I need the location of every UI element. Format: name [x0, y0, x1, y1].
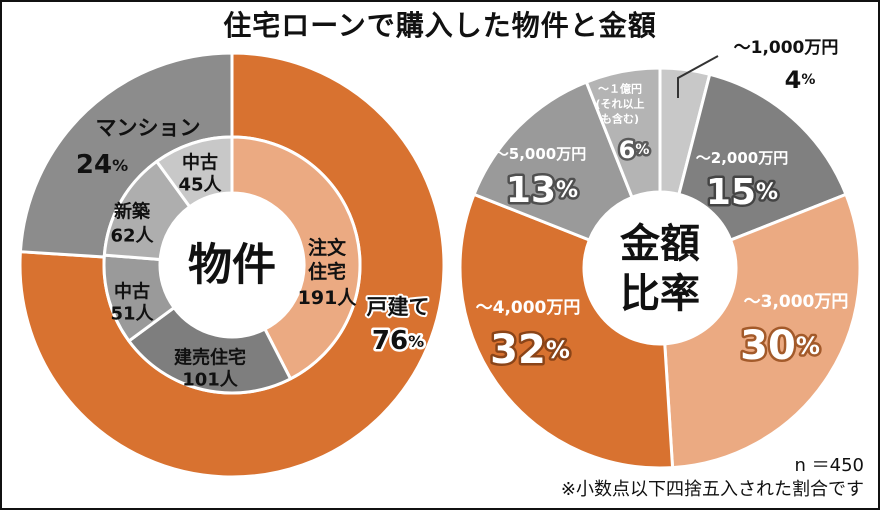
- amount-label-5: ～１億円: [598, 82, 642, 96]
- right-center-label-b: 比率: [620, 271, 700, 317]
- inner-count-3: 62人: [110, 226, 154, 247]
- amount-label-3: ～4,000万円: [476, 298, 581, 318]
- amount-value-1: 15%: [706, 172, 778, 213]
- right-donut-hole: [584, 192, 736, 344]
- inner-label-0-a: 注文: [308, 236, 347, 259]
- amount-value-2: 30%: [740, 323, 820, 369]
- rounding-note: ※小数点以下四捨五入された割合です: [560, 479, 864, 500]
- amount-label-1: ～2,000万円: [696, 149, 788, 167]
- outer-label-0: 戸建て: [367, 295, 430, 319]
- amount-sublabel-5b: も含む): [601, 112, 639, 126]
- outer-value-1: 24%: [76, 150, 128, 180]
- inner-count-4: 45人: [178, 175, 222, 196]
- inner-count-2: 51人: [110, 304, 154, 325]
- outer-label-1: マンション: [96, 116, 201, 140]
- inner-label-2: 中古: [114, 281, 150, 303]
- amount-value-0: 4%: [785, 66, 816, 94]
- footnote: n ＝450 ※小数点以下四捨五入された割合です: [561, 454, 864, 502]
- left-donut-hole: [160, 193, 304, 337]
- left-center-label: 物件: [188, 240, 276, 291]
- amount-value-5: 6%: [619, 136, 650, 164]
- sample-size: n ＝450: [794, 455, 865, 476]
- right-center-label-a: 金額: [619, 221, 700, 267]
- amount-label-2: ～3,000万円: [744, 292, 849, 312]
- amount-label-4: ～5,000万円: [494, 145, 586, 163]
- amount-sublabel-5a: (それ以上: [595, 97, 644, 111]
- chart-title: 住宅ローンで購入した物件と金額: [223, 9, 657, 42]
- inner-label-0-b: 住宅: [308, 260, 346, 283]
- inner-label-4: 中古: [182, 152, 218, 174]
- amount-label-0: ～1,000万円: [734, 38, 839, 58]
- inner-label-3: 新築: [114, 201, 151, 223]
- inner-label-1: 建売住宅: [174, 347, 246, 369]
- amount-value-4: 13%: [506, 170, 578, 211]
- inner-count-0: 191人: [298, 287, 358, 309]
- inner-count-1: 101人: [182, 370, 239, 391]
- outer-value-0: 76%: [372, 326, 424, 356]
- amount-value-3: 32%: [490, 327, 570, 373]
- leader-line: [677, 55, 719, 98]
